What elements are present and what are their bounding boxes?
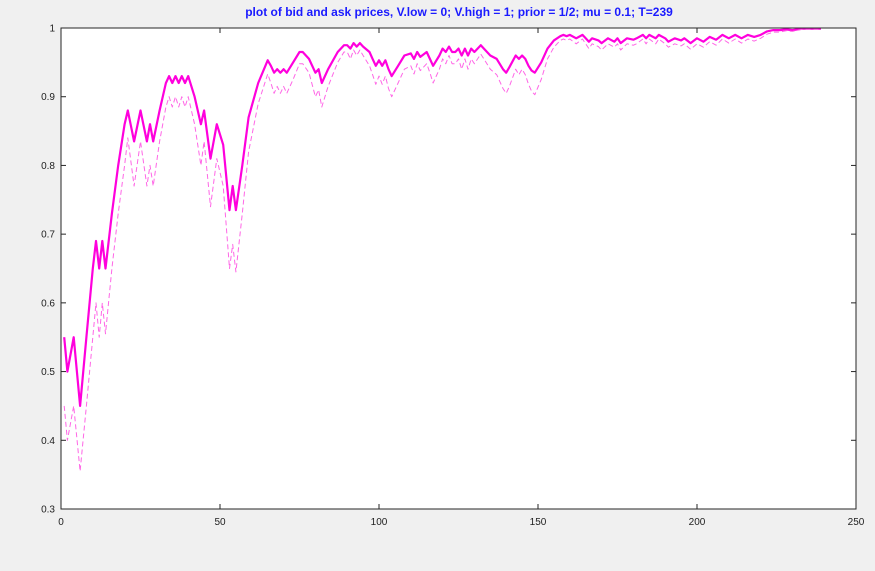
y-tick-label: 0.6 — [41, 298, 55, 309]
y-tick-label: 0.5 — [41, 367, 55, 378]
y-axis-tick-labels: 0.3 0.4 0.5 0.6 0.7 0.8 0.9 1 — [41, 24, 55, 516]
x-tick-label: 0 — [58, 517, 64, 528]
x-tick-label: 200 — [689, 517, 706, 528]
y-tick-label: 0.3 — [41, 505, 55, 516]
y-tick-label: 0.9 — [41, 92, 55, 103]
chart-title: plot of bid and ask prices, V.low = 0; V… — [245, 5, 673, 19]
series-line-dashed — [63, 28, 821, 472]
series-line-solid — [63, 27, 821, 407]
y-tick-label: 0.4 — [41, 436, 55, 447]
x-axis-tick-labels: 0 50 100 150 200 250 — [58, 517, 865, 528]
x-tick-label: 100 — [371, 517, 388, 528]
plot-area — [61, 28, 856, 509]
y-tick-label: 0.7 — [41, 230, 55, 241]
x-tick-label: 150 — [530, 517, 547, 528]
x-tick-label: 50 — [214, 517, 226, 528]
y-tick-label: 0.8 — [41, 161, 55, 172]
x-tick-label: 250 — [848, 517, 865, 528]
plot-frame — [60, 27, 857, 510]
y-tick-label: 1 — [49, 24, 55, 35]
series-layer — [63, 27, 821, 472]
